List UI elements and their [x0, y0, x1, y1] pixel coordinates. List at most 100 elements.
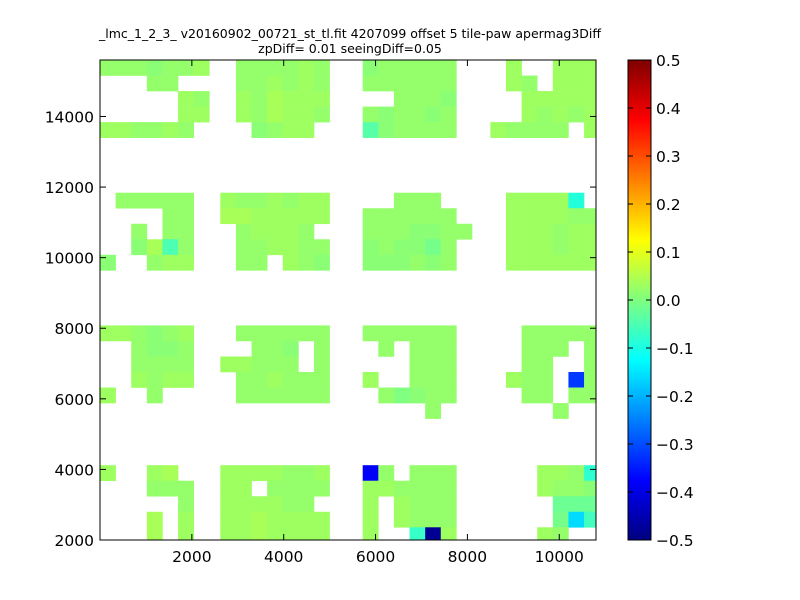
- heatmap-cell: [178, 254, 194, 271]
- heatmap-cell: [568, 325, 585, 342]
- heatmap-cell: [362, 223, 379, 240]
- heatmap-cell: [521, 208, 538, 225]
- heatmap-cell: [267, 223, 284, 240]
- heatmap-cell: [131, 192, 148, 209]
- heatmap-cell: [115, 60, 132, 76]
- heatmap-cell: [537, 91, 554, 107]
- colorbar-tick-label: 0.2: [656, 196, 681, 214]
- heatmap-cell: [568, 91, 585, 107]
- heatmap-cell: [537, 465, 554, 482]
- heatmap-cell: [282, 254, 299, 271]
- heatmap-cell: [409, 254, 426, 271]
- heatmap-cell: [298, 60, 315, 76]
- heatmap-cell: [267, 340, 284, 357]
- heatmap-cell: [584, 254, 596, 271]
- heatmap-cell: [409, 106, 426, 123]
- heatmap-cell: [584, 480, 596, 497]
- heatmap-cell: [131, 325, 148, 342]
- heatmap-cell: [235, 91, 252, 107]
- heatmap-cell: [178, 60, 194, 76]
- heatmap-cell: [314, 254, 330, 271]
- heatmap-cell: [584, 91, 596, 107]
- heatmap-cell: [162, 239, 179, 256]
- heatmap-cell: [409, 511, 426, 528]
- heatmap-cell: [314, 340, 330, 357]
- heatmap-cell: [178, 122, 194, 138]
- heatmap-cell: [298, 465, 315, 482]
- heatmap-cell: [425, 325, 442, 342]
- heatmap-cell: [584, 325, 596, 342]
- heatmap-cell: [440, 91, 457, 107]
- heatmap-cell: [537, 340, 554, 357]
- heatmap-cell: [235, 465, 252, 482]
- heatmap-cell: [568, 465, 585, 482]
- heatmap-cell: [409, 122, 426, 138]
- heatmap-cell: [425, 511, 442, 528]
- heatmap-cell: [537, 208, 554, 225]
- heatmap-cell: [235, 192, 252, 209]
- heatmap-cell: [568, 75, 585, 92]
- heatmap-cell: [505, 223, 522, 240]
- heatmap-cell: [393, 496, 410, 513]
- heatmap-cell: [220, 465, 237, 482]
- heatmap-cell: [425, 372, 442, 388]
- heatmap-cell: [298, 527, 315, 540]
- heatmap-cell: [378, 325, 395, 342]
- heatmap-cell: [267, 106, 284, 123]
- heatmap-cell: [584, 75, 596, 92]
- heatmap-cell: [282, 356, 299, 373]
- heatmap-cell: [505, 372, 522, 388]
- heatmap-cell: [314, 75, 330, 92]
- heatmap-cell: [393, 91, 410, 107]
- heatmap-cell: [409, 372, 426, 388]
- heatmap-cell: [298, 106, 315, 123]
- heatmap-cell: [267, 511, 284, 528]
- heatmap-cell: [440, 106, 457, 123]
- heatmap-cell: [298, 223, 315, 240]
- heatmap-cell: [220, 208, 237, 225]
- heatmap-cell: [267, 356, 284, 373]
- heatmap-cell: [235, 239, 252, 256]
- heatmap-cell: [409, 208, 426, 225]
- heatmap-cell: [521, 356, 538, 373]
- heatmap-cell: [425, 75, 442, 92]
- heatmap-cell: [409, 91, 426, 107]
- heatmap-cell: [162, 122, 179, 138]
- heatmap-cell: [251, 192, 268, 209]
- heatmap-cell: [409, 75, 426, 92]
- heatmap-cell: [162, 465, 179, 482]
- heatmap-cell: [131, 239, 148, 256]
- heatmap-cell: [220, 192, 237, 209]
- heatmap-cell: [425, 340, 442, 357]
- heatmap-cell: [425, 122, 442, 138]
- heatmap-cell: [235, 511, 252, 528]
- heatmap-cell: [115, 325, 132, 342]
- heatmap-cell: [393, 511, 410, 528]
- heatmap-cell: [521, 106, 538, 123]
- heatmap-cell: [537, 192, 554, 209]
- heatmap-cell: [552, 325, 569, 342]
- heatmap-cell: [235, 527, 252, 540]
- heatmap-cell: [584, 356, 596, 373]
- heatmap-cell: [537, 387, 554, 404]
- heatmap-cell: [267, 60, 284, 76]
- heatmap-cell: [314, 372, 330, 388]
- heatmap-cell: [584, 239, 596, 256]
- heatmap-cell: [378, 208, 395, 225]
- heatmap-cell: [235, 325, 252, 342]
- heatmap-cell: [251, 387, 268, 404]
- chart-title-line-1: _lmc_1_2_3_ v20160902_00721_st_tl.fit 42…: [98, 26, 602, 41]
- heatmap-cell: [282, 60, 299, 76]
- colorbar-tick-label: 0.5: [656, 52, 681, 70]
- heatmap-cell: [162, 480, 179, 497]
- heatmap-cell: [162, 356, 179, 373]
- heatmap-cell: [131, 372, 148, 388]
- heatmap-cell: [568, 372, 585, 388]
- heatmap-cell: [393, 254, 410, 271]
- heatmap-cell: [162, 208, 179, 225]
- heatmap-cell: [552, 91, 569, 107]
- heatmap-cell: [146, 122, 163, 138]
- heatmap-cell: [314, 192, 330, 209]
- heatmap-cell: [393, 106, 410, 123]
- heatmap-cell: [440, 511, 457, 528]
